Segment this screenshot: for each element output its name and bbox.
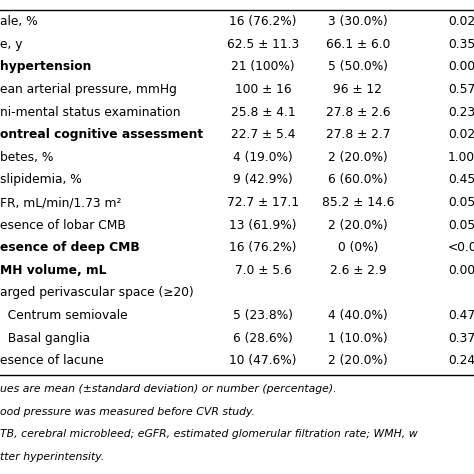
Text: 0.02: 0.02 xyxy=(448,128,474,141)
Text: 25.8 ± 4.1: 25.8 ± 4.1 xyxy=(231,106,295,118)
Text: esence of lacune: esence of lacune xyxy=(0,354,104,367)
Text: slipidemia, %: slipidemia, % xyxy=(0,173,82,186)
Text: 2 (20.0%): 2 (20.0%) xyxy=(328,151,388,164)
Text: FR, mL/min/1.73 m²: FR, mL/min/1.73 m² xyxy=(0,196,121,209)
Text: 22.7 ± 5.4: 22.7 ± 5.4 xyxy=(231,128,295,141)
Text: 5 (50.0%): 5 (50.0%) xyxy=(328,61,388,73)
Text: 2 (20.0%): 2 (20.0%) xyxy=(328,354,388,367)
Text: Basal ganglia: Basal ganglia xyxy=(0,332,90,345)
Text: 4 (40.0%): 4 (40.0%) xyxy=(328,309,388,322)
Text: betes, %: betes, % xyxy=(0,151,54,164)
Text: 27.8 ± 2.7: 27.8 ± 2.7 xyxy=(326,128,390,141)
Text: 85.2 ± 14.6: 85.2 ± 14.6 xyxy=(322,196,394,209)
Text: 0.02: 0.02 xyxy=(448,15,474,28)
Text: 0.05: 0.05 xyxy=(448,219,474,232)
Text: 0.00: 0.00 xyxy=(448,61,474,73)
Text: 6 (28.6%): 6 (28.6%) xyxy=(233,332,293,345)
Text: 1.00: 1.00 xyxy=(448,151,474,164)
Text: 66.1 ± 6.0: 66.1 ± 6.0 xyxy=(326,38,390,51)
Text: 7.0 ± 5.6: 7.0 ± 5.6 xyxy=(235,264,292,277)
Text: 27.8 ± 2.6: 27.8 ± 2.6 xyxy=(326,106,390,118)
Text: esence of lobar CMB: esence of lobar CMB xyxy=(0,219,126,232)
Text: 3 (30.0%): 3 (30.0%) xyxy=(328,15,388,28)
Text: ontreal cognitive assessment: ontreal cognitive assessment xyxy=(0,128,203,141)
Text: ale, %: ale, % xyxy=(0,15,37,28)
Text: 0.45: 0.45 xyxy=(448,173,474,186)
Text: esence of deep CMB: esence of deep CMB xyxy=(0,241,140,254)
Text: 0.37: 0.37 xyxy=(448,332,474,345)
Text: 21 (100%): 21 (100%) xyxy=(231,61,295,73)
Text: 2.6 ± 2.9: 2.6 ± 2.9 xyxy=(329,264,386,277)
Text: 0.05: 0.05 xyxy=(448,196,474,209)
Text: 100 ± 16: 100 ± 16 xyxy=(235,83,292,96)
Text: MH volume, mL: MH volume, mL xyxy=(0,264,107,277)
Text: TB, cerebral microbleed; eGFR, estimated glomerular filtration rate; WMH, w: TB, cerebral microbleed; eGFR, estimated… xyxy=(0,429,418,439)
Text: 10 (47.6%): 10 (47.6%) xyxy=(229,354,297,367)
Text: 1 (10.0%): 1 (10.0%) xyxy=(328,332,388,345)
Text: ni-mental status examination: ni-mental status examination xyxy=(0,106,181,118)
Text: 0.57: 0.57 xyxy=(448,83,474,96)
Text: 0.23: 0.23 xyxy=(448,106,474,118)
Text: 16 (76.2%): 16 (76.2%) xyxy=(229,241,297,254)
Text: 72.7 ± 17.1: 72.7 ± 17.1 xyxy=(227,196,299,209)
Text: 2 (20.0%): 2 (20.0%) xyxy=(328,219,388,232)
Text: 5 (23.8%): 5 (23.8%) xyxy=(233,309,293,322)
Text: 4 (19.0%): 4 (19.0%) xyxy=(233,151,293,164)
Text: 16 (76.2%): 16 (76.2%) xyxy=(229,15,297,28)
Text: ean arterial pressure, mmHg: ean arterial pressure, mmHg xyxy=(0,83,177,96)
Text: e, y: e, y xyxy=(0,38,22,51)
Text: hypertension: hypertension xyxy=(0,61,91,73)
Text: 6 (60.0%): 6 (60.0%) xyxy=(328,173,388,186)
Text: 9 (42.9%): 9 (42.9%) xyxy=(233,173,293,186)
Text: <0.0: <0.0 xyxy=(448,241,474,254)
Text: 0.24: 0.24 xyxy=(448,354,474,367)
Text: 0 (0%): 0 (0%) xyxy=(337,241,378,254)
Text: 96 ± 12: 96 ± 12 xyxy=(333,83,383,96)
Text: 0.00: 0.00 xyxy=(448,264,474,277)
Text: 0.47: 0.47 xyxy=(448,309,474,322)
Text: ues are mean (±standard deviation) or number (percentage).: ues are mean (±standard deviation) or nu… xyxy=(0,384,337,394)
Text: tter hyperintensity.: tter hyperintensity. xyxy=(0,452,104,462)
Text: 13 (61.9%): 13 (61.9%) xyxy=(229,219,297,232)
Text: 62.5 ± 11.3: 62.5 ± 11.3 xyxy=(227,38,299,51)
Text: Centrum semiovale: Centrum semiovale xyxy=(0,309,128,322)
Text: 0.35: 0.35 xyxy=(448,38,474,51)
Text: arged perivascular space (≥20): arged perivascular space (≥20) xyxy=(0,286,194,300)
Text: ood pressure was measured before CVR study.: ood pressure was measured before CVR stu… xyxy=(0,407,255,417)
